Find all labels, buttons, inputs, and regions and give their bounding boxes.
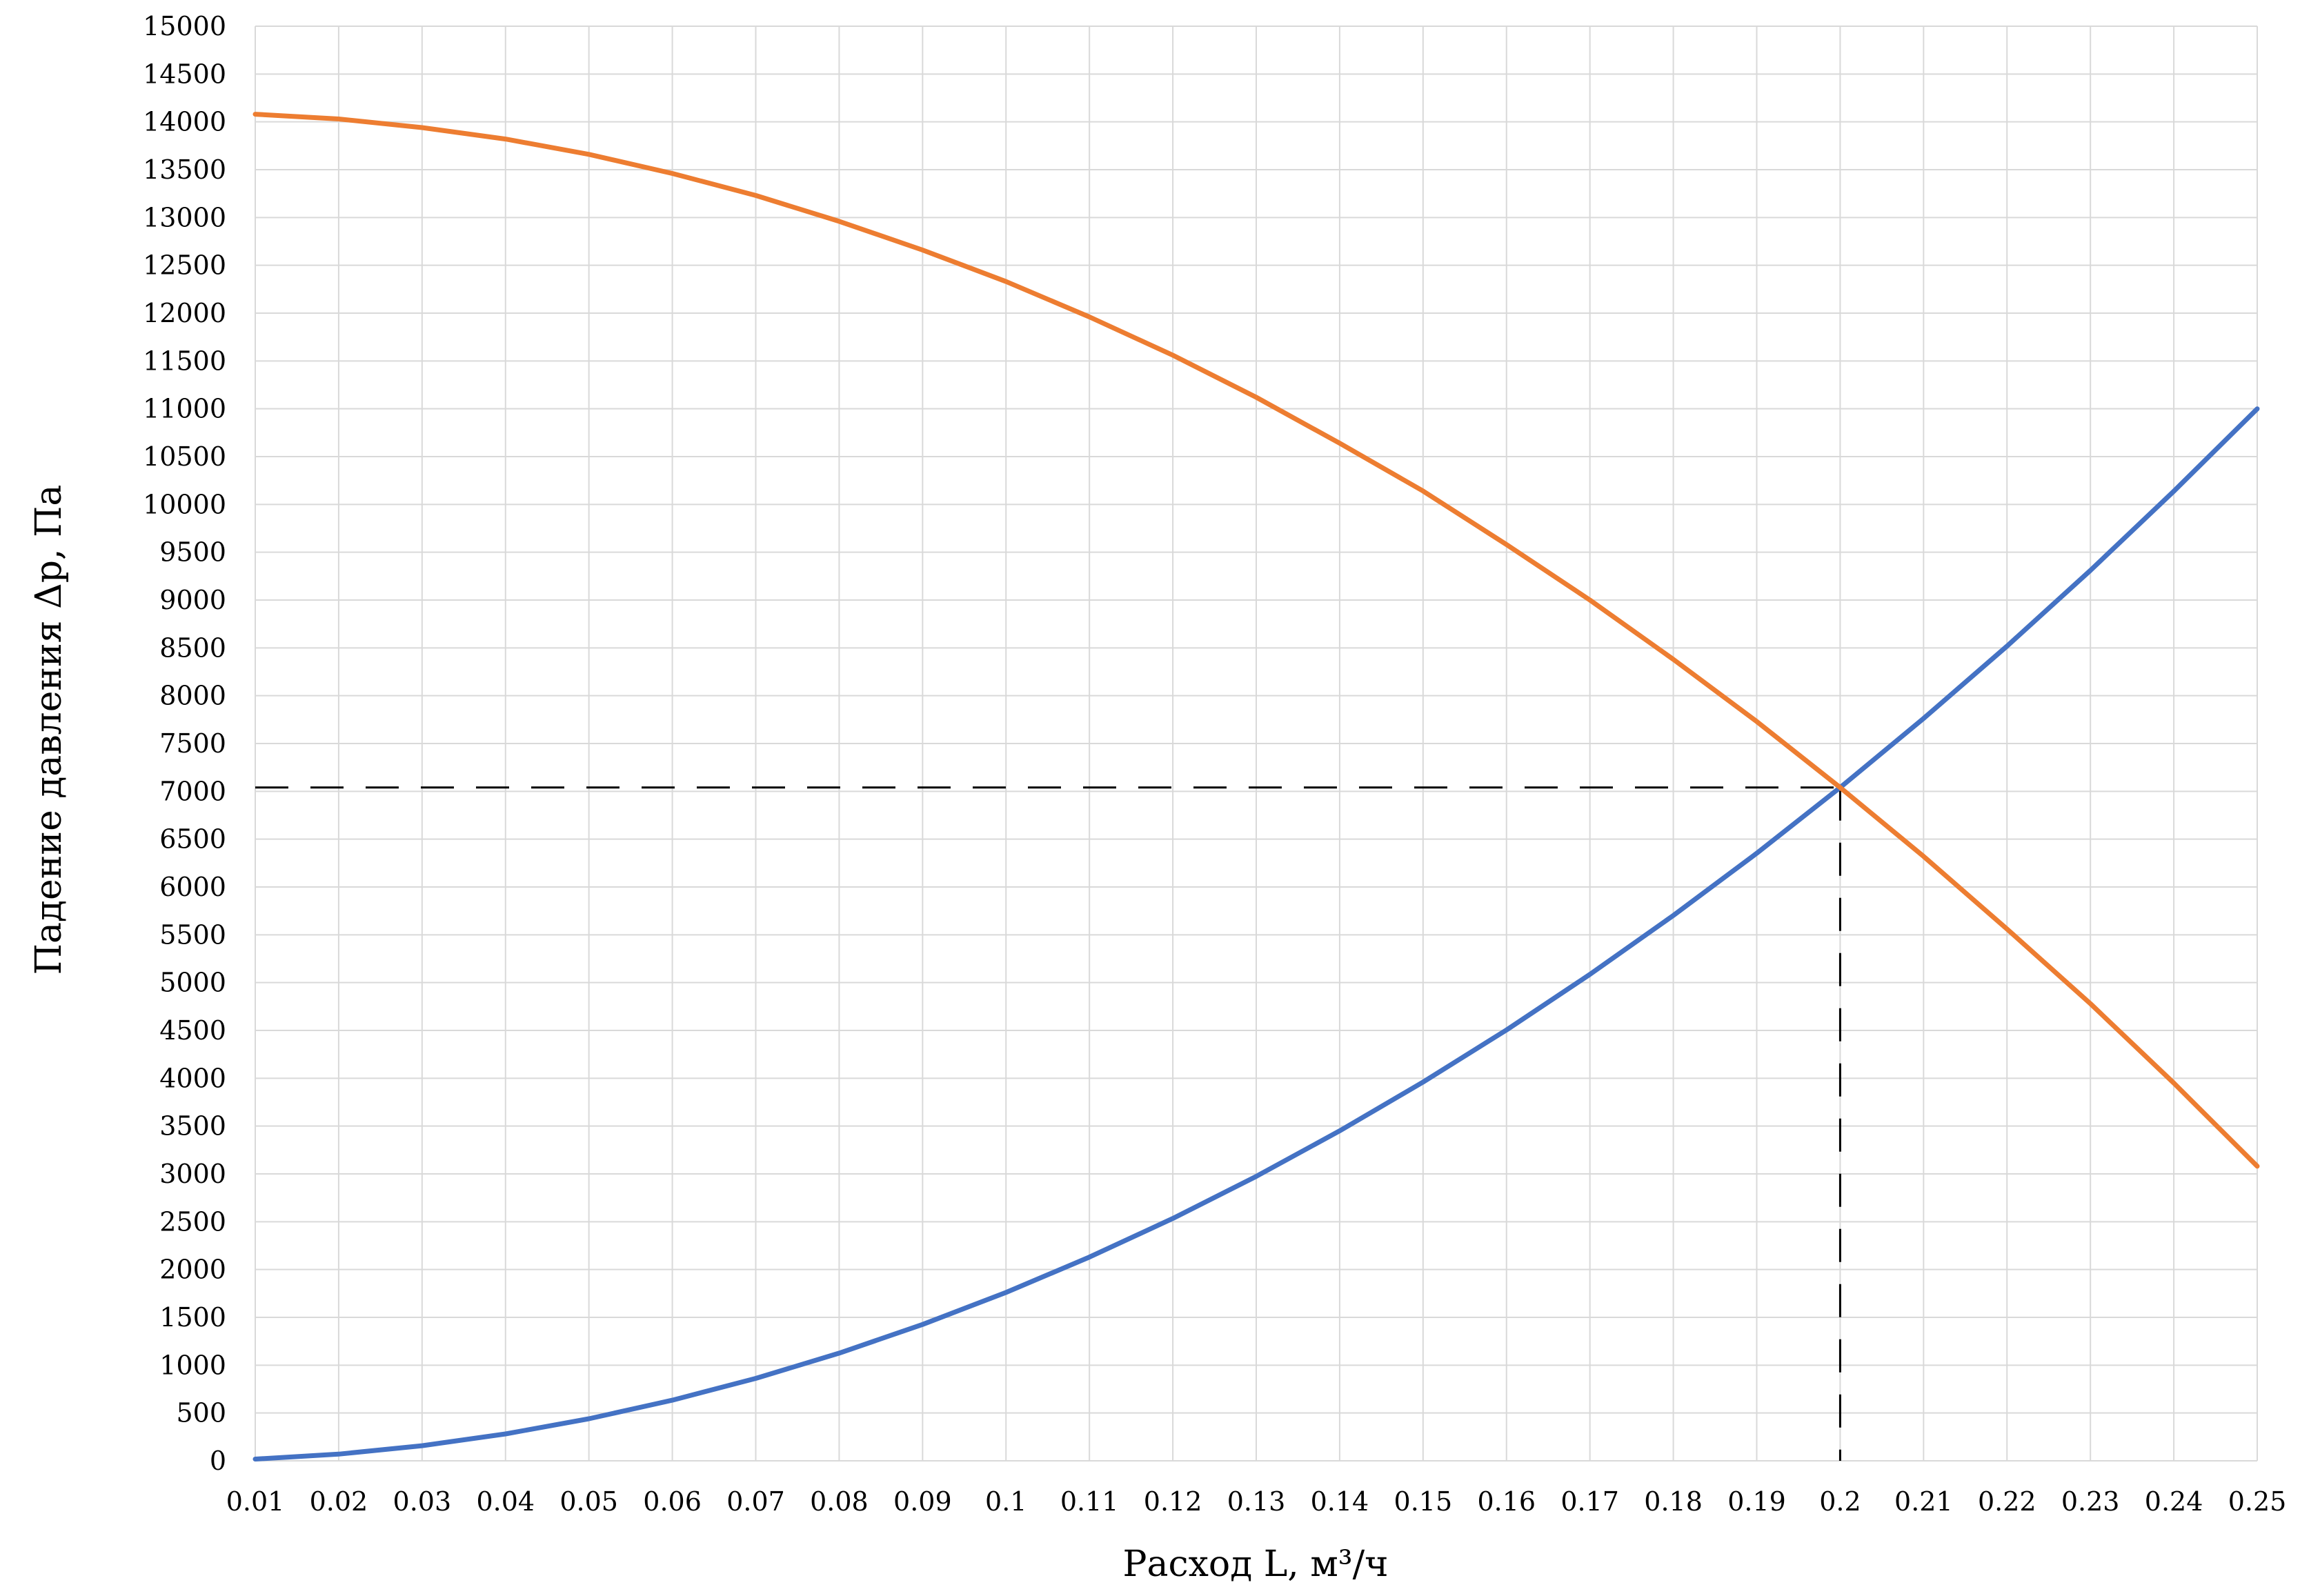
- y-tick-label: 12500: [143, 250, 226, 281]
- y-tick-label: 10500: [143, 441, 226, 472]
- x-tick-label: 0.06: [643, 1486, 702, 1517]
- x-tick-label: 0.14: [1311, 1486, 1369, 1517]
- y-tick-label: 3000: [159, 1159, 226, 1189]
- x-tick-label: 0.03: [393, 1486, 452, 1517]
- y-tick-label: 6500: [159, 824, 226, 855]
- series-lines: [252, 112, 2260, 1462]
- y-tick-label: 4000: [159, 1063, 226, 1093]
- y-tick-label: 1500: [159, 1302, 226, 1333]
- y-tick-label: 5500: [159, 919, 226, 950]
- y-tick-label: 2500: [159, 1206, 226, 1237]
- y-tick-label: 6000: [159, 872, 226, 902]
- x-tick-label: 0.2: [1819, 1486, 1861, 1517]
- x-tick-label: 0.16: [1477, 1486, 1536, 1517]
- x-tick-label: 0.22: [1978, 1486, 2036, 1517]
- x-tick-label: 0.1: [985, 1486, 1027, 1517]
- x-tick-label: 0.25: [2228, 1486, 2287, 1517]
- x-tick-label: 0.23: [2061, 1486, 2120, 1517]
- series-line-1: [252, 406, 2260, 1462]
- series-line-2: [252, 112, 2260, 1169]
- y-tick-label: 5000: [159, 968, 226, 998]
- x-tick-label: 0.11: [1060, 1486, 1119, 1517]
- x-tick-label: 0.05: [559, 1486, 618, 1517]
- y-tick-label: 14000: [143, 107, 226, 137]
- x-tick-label: 0.12: [1144, 1486, 1202, 1517]
- y-tick-label: 9000: [159, 585, 226, 615]
- y-tick-label: 7500: [159, 728, 226, 759]
- x-tick-label: 0.13: [1227, 1486, 1286, 1517]
- x-tick-label: 0.01: [226, 1486, 285, 1517]
- y-tick-label: 3500: [159, 1111, 226, 1141]
- y-tick-label: 11000: [143, 394, 226, 424]
- guide-lines: [255, 786, 1841, 1461]
- y-tick-label: 13500: [143, 154, 226, 185]
- x-tick-label: 0.09: [893, 1486, 952, 1517]
- x-axis-title: Расход L, м³/ч: [1122, 1544, 1388, 1585]
- x-tick-label: 0.17: [1560, 1486, 1619, 1517]
- x-tick-label: 0.15: [1394, 1486, 1453, 1517]
- x-tick-labels: 0.01 0.02 0.03 0.04 0.05 0.06 0.07 0.08 0.09 0.1 0…: [226, 1486, 2287, 1517]
- y-tick-label: 8000: [159, 681, 226, 711]
- x-tick-label: 0.18: [1644, 1486, 1703, 1517]
- y-tick-label: 9500: [159, 537, 226, 568]
- y-tick-label: 14500: [143, 59, 226, 89]
- x-tick-label: 0.02: [310, 1486, 368, 1517]
- y-tick-label: 0: [210, 1446, 226, 1476]
- x-tick-label: 0.21: [1894, 1486, 1953, 1517]
- x-tick-label: 0.08: [810, 1486, 869, 1517]
- y-tick-label: 8500: [159, 632, 226, 663]
- y-tick-label: 15000: [143, 11, 226, 41]
- y-tick-label: 11500: [143, 346, 226, 376]
- y-tick-label: 2000: [159, 1255, 226, 1285]
- x-tick-label: 0.19: [1727, 1486, 1786, 1517]
- x-tick-label: 0.07: [726, 1486, 785, 1517]
- horizontal-gridlines: [255, 26, 2257, 1462]
- x-tick-label: 0.04: [476, 1486, 535, 1517]
- y-tick-label: 12000: [143, 298, 226, 328]
- y-tick-labels: 0 500 1000 1500 2000 2500 3000 3500 4000 4500 5000…: [143, 11, 226, 1476]
- x-tick-label: 0.24: [2145, 1486, 2203, 1517]
- y-axis-title: Падение давления Δp, Па: [28, 485, 70, 975]
- y-tick-label: 500: [176, 1398, 226, 1428]
- y-tick-label: 13000: [143, 202, 226, 232]
- y-tick-label: 1000: [159, 1350, 226, 1380]
- y-tick-label: 10000: [143, 489, 226, 519]
- y-tick-label: 7000: [159, 776, 226, 806]
- y-tick-label: 4500: [159, 1015, 226, 1046]
